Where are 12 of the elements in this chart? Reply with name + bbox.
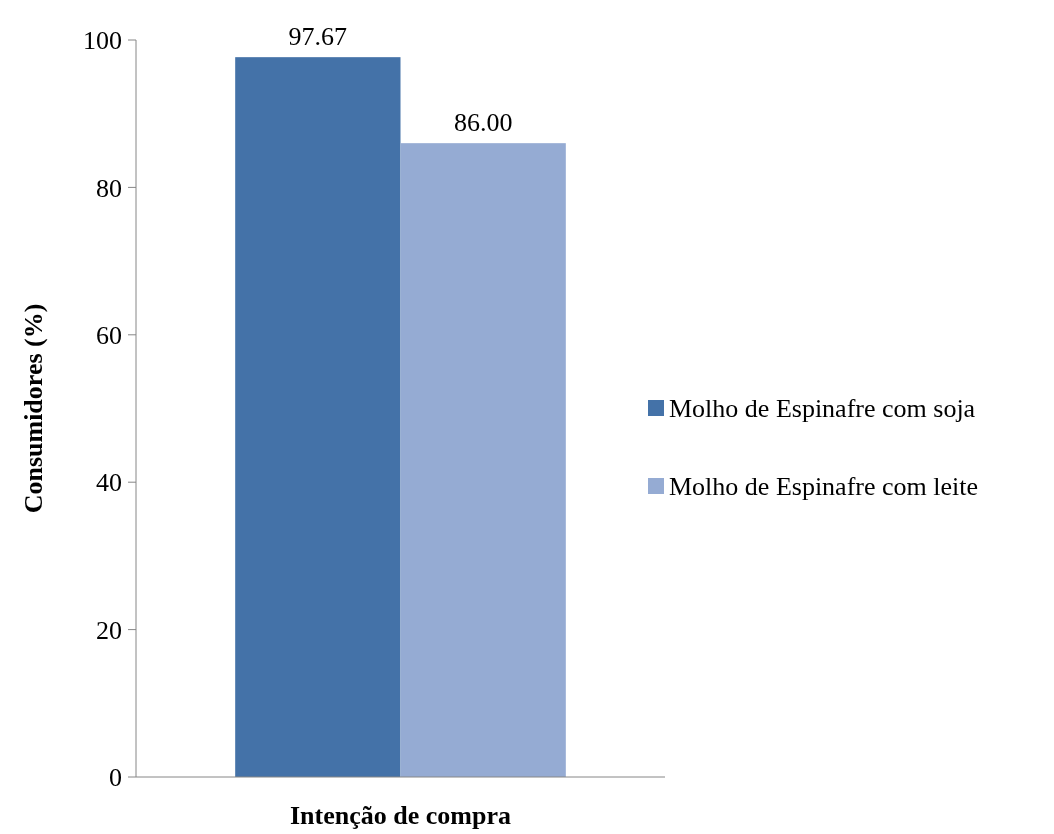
- y-axis-title: Consumidores (%): [19, 303, 48, 514]
- y-tick-label: 0: [109, 763, 122, 793]
- x-axis-title: Intenção de compra: [290, 801, 511, 830]
- y-tick-label: 80: [96, 173, 122, 203]
- legend-label: Molho de Espinafre com soja: [669, 394, 976, 424]
- data-label: 97.67: [288, 22, 348, 52]
- legend-label: Molho de Espinafre com leite: [669, 472, 979, 502]
- y-tick-label: 100: [83, 26, 122, 56]
- y-tick-label: 40: [96, 468, 122, 498]
- y-tick-label: 20: [96, 615, 122, 645]
- y-tick-label: 60: [96, 320, 122, 350]
- data-label: 86.00: [453, 108, 513, 138]
